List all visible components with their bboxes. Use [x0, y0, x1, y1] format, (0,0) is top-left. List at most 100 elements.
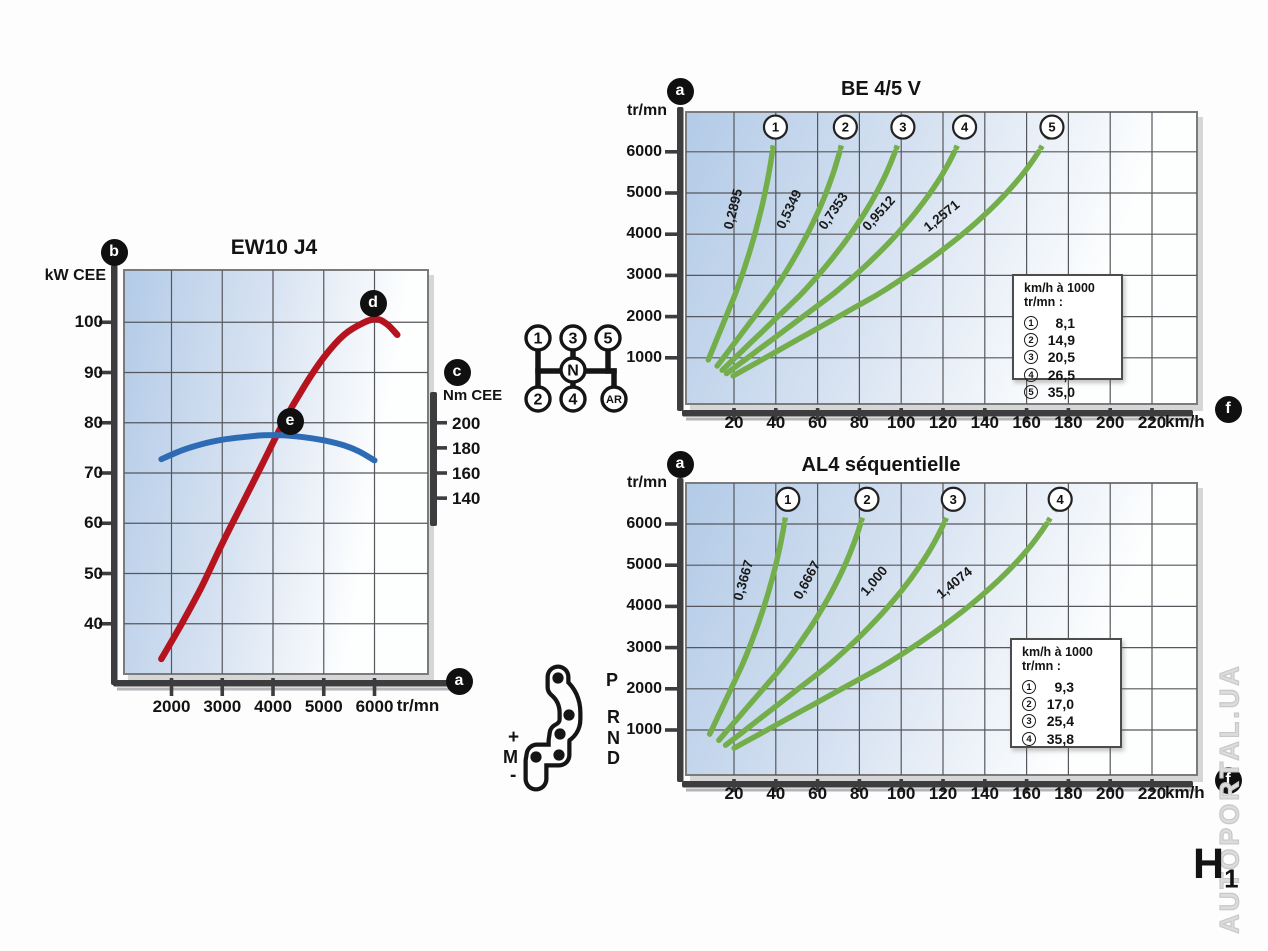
engine-power-marker-d: d: [359, 289, 387, 317]
be-x-axis-tick: [857, 408, 862, 421]
engine-y-axis-bar: [111, 265, 118, 685]
engine-nm-tick-label: 140: [452, 489, 481, 509]
manual-gear-2-circle: [524, 385, 552, 413]
auto-gate-position-dot: [530, 751, 542, 763]
auto-seq-label-minus: -: [510, 765, 517, 786]
al4-legend-gear-value: 25,4: [1046, 713, 1074, 730]
be-y-tick-label: 6000: [626, 142, 662, 160]
engine-power-curve: [158, 315, 401, 663]
engine-y-tick-label: 60: [84, 513, 103, 533]
be-x-axis-tick: [983, 408, 987, 421]
engine-y-tick-label: 100: [74, 312, 103, 332]
al4-x-tick-label: 220: [1137, 784, 1167, 803]
engine-nm-axis-bar: [430, 392, 437, 526]
al4-x-axis-tick: [1108, 779, 1112, 792]
al4-gear-line: [706, 521, 787, 737]
be-y-axis-tick: [665, 273, 678, 278]
be-y-tick-label: 3000: [626, 266, 662, 284]
auto-gate-position-dot: [552, 672, 564, 684]
be-x-tick-label: 80: [849, 413, 869, 432]
auto-gate-position-dot: [554, 728, 566, 740]
engine-x-axis-bar: [113, 680, 449, 687]
engine-y-axis-tick: [99, 420, 112, 425]
engine-nm-axis-tick: [437, 471, 447, 475]
be-legend-row: 4 26,5: [1024, 366, 1115, 383]
be-legend-gear-number: 5: [1024, 385, 1038, 400]
be-gear-number: 4: [961, 120, 969, 135]
engine-chart-title: EW10 J4: [230, 236, 318, 259]
be-x-axis-tick: [774, 408, 778, 421]
be-gear-number: 2: [842, 120, 849, 135]
engine-x-axis-tick: [169, 678, 174, 696]
be-x-tick-label: 220: [1137, 413, 1167, 432]
engine-nm-tick-label: 180: [452, 438, 481, 458]
engine-nm-axis-tick: [437, 446, 447, 450]
engine-y-tick-label: 70: [84, 463, 103, 482]
engine-x-tick-label: 6000: [355, 697, 394, 716]
be-x-tick-label: 180: [1054, 413, 1083, 432]
al4-gear-number: 4: [1057, 492, 1065, 507]
manual-gear-N: N: [567, 363, 579, 380]
engine-x-axis-tick: [372, 678, 377, 696]
al4-legend-gear-value: 17,0: [1046, 696, 1074, 713]
be-gear-line-dotted: [769, 134, 778, 150]
be-x-tick-label: 20: [724, 413, 744, 432]
be-x-axis-tick: [1150, 408, 1154, 421]
al4-x-tick-label: 140: [970, 784, 999, 803]
be-x-axis-tick: [941, 408, 945, 421]
be-y-tick-label: 2000: [626, 307, 662, 325]
be-x-axis-tick: [1108, 408, 1112, 421]
al4-y-axis-bar: [677, 478, 684, 782]
manual-gear-4-circle: [559, 385, 587, 413]
be-x-axis-tick: [1066, 408, 1071, 421]
be-legend-gear-value: 35,0: [1047, 384, 1075, 401]
auto-gate-label-N: N: [607, 728, 620, 748]
be-y-axis-tick: [665, 191, 678, 195]
be-x-axis-tick: [899, 408, 903, 421]
be-legend-gear-number: 1: [1024, 315, 1038, 330]
be-gear-number-circle: [1039, 114, 1065, 140]
engine-y-axis-tick: [99, 571, 112, 576]
al4-y-tick-label: 3000: [626, 638, 662, 656]
be-x-tick-label: 140: [970, 413, 999, 432]
al4-x-tick-label: 60: [808, 784, 828, 803]
al4-x-tick-label: 180: [1054, 784, 1083, 803]
be-x-axis-shadow: [686, 417, 1195, 421]
al4-x-axis-tick: [941, 779, 945, 792]
al4-y-axis-tick: [665, 728, 678, 732]
manual-gear-5-circle: [594, 324, 622, 352]
be-y-tick-label: 5000: [626, 184, 662, 201]
al4-gear-line: [722, 521, 947, 748]
manual-gear-3-circle: [559, 324, 587, 352]
be-gear-number: 1: [772, 120, 779, 135]
engine-y-tick-label: 90: [84, 362, 103, 382]
al4-gear-number: 2: [863, 492, 870, 507]
al4-gear-number: 3: [950, 492, 957, 507]
auto-gate-position-dot: [563, 709, 575, 721]
be-gear-number-circle: [762, 114, 789, 140]
be-gear-number-circle: [832, 114, 858, 140]
engine-x-axis-unit: tr/mn: [396, 696, 440, 715]
engine-x-axis-tick: [220, 678, 225, 696]
be-y-axis-tick: [665, 356, 678, 360]
al4-x-axis-tick: [857, 779, 862, 792]
al4-legend-row: 4 35,8: [1022, 730, 1114, 747]
al4-x-tick-label: 100: [887, 784, 916, 803]
al4-y-axis-tick: [665, 604, 678, 609]
be-x-axis-tick: [732, 408, 736, 421]
page-code: H1: [1193, 840, 1239, 895]
al4-legend-row: 1 9,3: [1022, 678, 1114, 695]
al4-x-axis-bar: [682, 781, 1193, 788]
al4-y-axis-unit: tr/mn: [627, 474, 667, 491]
al4-x-axis-tick: [774, 779, 778, 792]
be-x-tick-label: 200: [1096, 413, 1125, 432]
engine-torque-marker-e: e: [276, 407, 304, 435]
al4-gear-number-circle: [1047, 486, 1073, 512]
al4-legend-row: 3 25,4: [1022, 713, 1114, 730]
be-legend-gear-number: 4: [1024, 367, 1038, 382]
manual-gear-N-circle: [559, 356, 587, 384]
al4-x-tick-label: 80: [849, 784, 869, 803]
engine-y-axis-tick: [99, 320, 112, 325]
al4-gear-number-circle: [775, 486, 801, 512]
